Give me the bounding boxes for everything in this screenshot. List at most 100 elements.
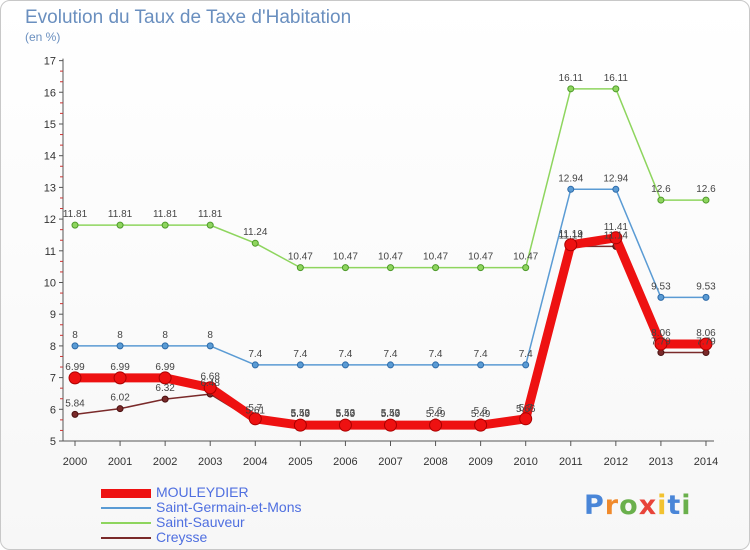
data-label: 5.49	[426, 409, 446, 420]
data-label: 5.49	[291, 409, 311, 420]
x-tick-label: 2008	[423, 456, 447, 468]
x-tick-label: 2005	[288, 456, 312, 468]
data-label: 8	[72, 330, 78, 341]
x-tick-label: 2012	[604, 456, 628, 468]
data-label: 6.99	[65, 362, 85, 373]
data-label: 11.24	[243, 227, 268, 238]
data-label: 6.48	[200, 378, 220, 389]
data-point	[383, 418, 397, 432]
data-label: 11.19	[559, 229, 584, 240]
data-point	[654, 337, 668, 351]
data-point	[71, 221, 79, 229]
data-label: 11.81	[198, 209, 223, 220]
data-label: 10.47	[378, 252, 403, 263]
data-point	[158, 371, 172, 385]
data-point	[116, 405, 124, 413]
data-label: 8	[162, 330, 168, 341]
data-point	[296, 264, 304, 272]
series-0	[68, 231, 713, 432]
data-point	[609, 231, 623, 245]
data-label: 11.81	[108, 209, 133, 220]
data-label: 7.4	[474, 349, 488, 360]
data-label: 11.41	[604, 222, 629, 233]
data-point	[68, 371, 82, 385]
data-point	[338, 418, 352, 432]
data-point	[477, 264, 485, 272]
legend-swatch	[101, 537, 151, 539]
x-tick-label: 2014	[694, 456, 718, 468]
proxiti-logo: Proxiti	[584, 490, 692, 521]
data-label: 8	[207, 330, 213, 341]
data-point	[71, 410, 79, 418]
data-point	[296, 361, 304, 369]
series-line	[74, 245, 707, 425]
data-point	[341, 264, 349, 272]
data-label: 10.47	[468, 252, 493, 263]
data-label: 11.81	[63, 209, 88, 220]
x-tick-label: 2013	[649, 456, 673, 468]
data-point	[612, 185, 620, 193]
logo-letter: P	[584, 490, 605, 521]
data-label: 10.47	[423, 252, 448, 263]
data-point	[251, 361, 259, 369]
y-tick-label: 16	[44, 87, 56, 99]
data-label: 10.47	[288, 252, 313, 263]
y-tick-label: 14	[44, 151, 56, 163]
data-point	[386, 361, 394, 369]
x-tick-label: 2003	[198, 456, 222, 468]
data-label: 6.02	[110, 393, 130, 404]
data-point	[251, 239, 259, 247]
y-tick-label: 11	[45, 246, 56, 258]
logo-letter: i	[681, 490, 692, 521]
data-point	[474, 418, 488, 432]
data-label: 5.6	[474, 406, 488, 417]
data-point	[702, 196, 710, 204]
data-point	[522, 361, 530, 369]
data-point	[567, 185, 575, 193]
data-label: 7.4	[519, 349, 533, 360]
data-label: 6.32	[155, 383, 175, 394]
data-point	[161, 342, 169, 350]
y-tick-label: 7	[50, 373, 56, 385]
data-point	[477, 361, 485, 369]
data-point	[657, 293, 665, 301]
x-tick-label: 2004	[243, 456, 267, 468]
legend-swatch	[101, 522, 151, 524]
y-tick-label: 15	[44, 119, 56, 131]
x-tick-label: 2002	[153, 456, 177, 468]
data-point	[519, 412, 533, 426]
data-label: 5.6	[429, 406, 443, 417]
legend-label: Creysse	[156, 529, 208, 545]
data-label: 7.4	[248, 349, 262, 360]
legend-label: Saint-Germain-et-Mons	[156, 499, 302, 515]
data-label: 8	[117, 330, 123, 341]
data-label: 11.14	[604, 230, 629, 241]
data-point	[341, 361, 349, 369]
data-point	[522, 264, 530, 272]
data-label: 5.61	[246, 406, 266, 417]
legend-label: MOULEYDIER	[156, 484, 249, 500]
x-tick-label: 2007	[378, 456, 402, 468]
y-tick-label: 10	[44, 278, 56, 290]
data-point	[699, 337, 713, 351]
chart-subtitle: (en %)	[25, 30, 61, 44]
data-label: 5.49	[381, 409, 401, 420]
data-point	[161, 221, 169, 229]
data-point	[612, 85, 620, 93]
y-tick-label: 6	[50, 404, 56, 416]
data-point	[71, 342, 79, 350]
data-point	[293, 418, 307, 432]
y-tick-label: 5	[50, 436, 56, 448]
data-label: 5.7	[519, 403, 533, 414]
data-label: 5.49	[336, 409, 356, 420]
data-label: 10.47	[513, 252, 538, 263]
data-label: 12.6	[651, 184, 671, 195]
y-tick-label: 9	[50, 309, 56, 321]
y-tick-label: 13	[44, 182, 56, 194]
logo-letter: i	[657, 490, 668, 521]
logo-letter: t	[667, 490, 682, 521]
data-point	[203, 381, 217, 395]
logo-letter: r	[604, 490, 620, 521]
